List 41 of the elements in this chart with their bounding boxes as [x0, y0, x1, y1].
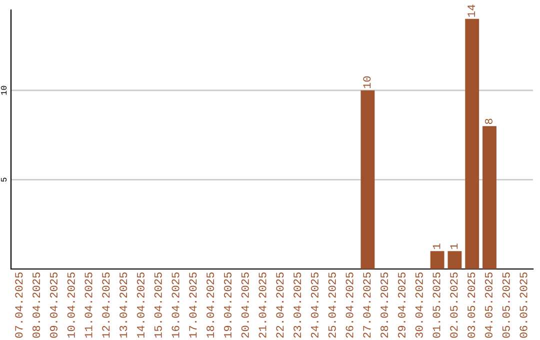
- x-tick-label: 19.04.2025: [224, 272, 232, 338]
- x-tick-label: 04.05.2025: [484, 272, 492, 338]
- data-label: 1: [450, 244, 458, 249]
- x-tick-label: 06.05.2025: [520, 272, 528, 338]
- x-tick-label: 26.04.2025: [346, 272, 354, 338]
- x-tick-label: 07.04.2025: [15, 272, 23, 338]
- x-tick-label: 11.04.2025: [84, 272, 92, 338]
- x-tick-label: 17.04.2025: [189, 272, 197, 338]
- x-tick-label: 29.04.2025: [398, 272, 406, 338]
- x-tick-label: 24.04.2025: [310, 272, 318, 338]
- x-tick-label: 14.04.2025: [136, 272, 144, 338]
- x-tick-label: 09.04.2025: [50, 272, 58, 338]
- x-tick-label: 12.04.2025: [102, 272, 110, 338]
- x-tick-label: 22.04.2025: [276, 272, 284, 338]
- x-tick-label: 13.04.2025: [120, 272, 128, 338]
- x-tick-label: 30.04.2025: [415, 272, 423, 338]
- data-label: 10: [363, 76, 371, 88]
- x-tick-label: 01.05.2025: [432, 272, 440, 338]
- x-tick-label: 25.04.2025: [328, 272, 336, 338]
- bar: [448, 251, 462, 269]
- x-tick-label: 23.04.2025: [294, 272, 302, 338]
- x-tick-label: 03.05.2025: [468, 272, 476, 338]
- x-tick-label: 16.04.2025: [172, 272, 180, 338]
- x-tick-label: 15.04.2025: [154, 272, 162, 338]
- data-label: 14: [468, 4, 475, 17]
- bar: [430, 251, 444, 269]
- x-tick-label: 28.04.2025: [380, 272, 388, 338]
- x-tick-label: 21.04.2025: [258, 272, 266, 338]
- data-label: 8: [484, 118, 492, 124]
- bar: [482, 126, 496, 269]
- x-tick-label: 05.05.2025: [502, 272, 510, 338]
- bar: [465, 18, 480, 269]
- bar: [360, 90, 375, 269]
- x-tick-label: 10.04.2025: [67, 272, 75, 338]
- x-tick-label: 18.04.2025: [206, 272, 214, 338]
- y-tick-label: 5: [1, 178, 7, 182]
- x-tick-label: 08.04.2025: [32, 272, 40, 338]
- x-tick-label: 20.04.2025: [241, 272, 249, 338]
- x-tick-label: 27.04.2025: [363, 272, 371, 338]
- data-label: 1: [432, 244, 440, 249]
- x-tick-label: 02.05.2025: [450, 272, 458, 338]
